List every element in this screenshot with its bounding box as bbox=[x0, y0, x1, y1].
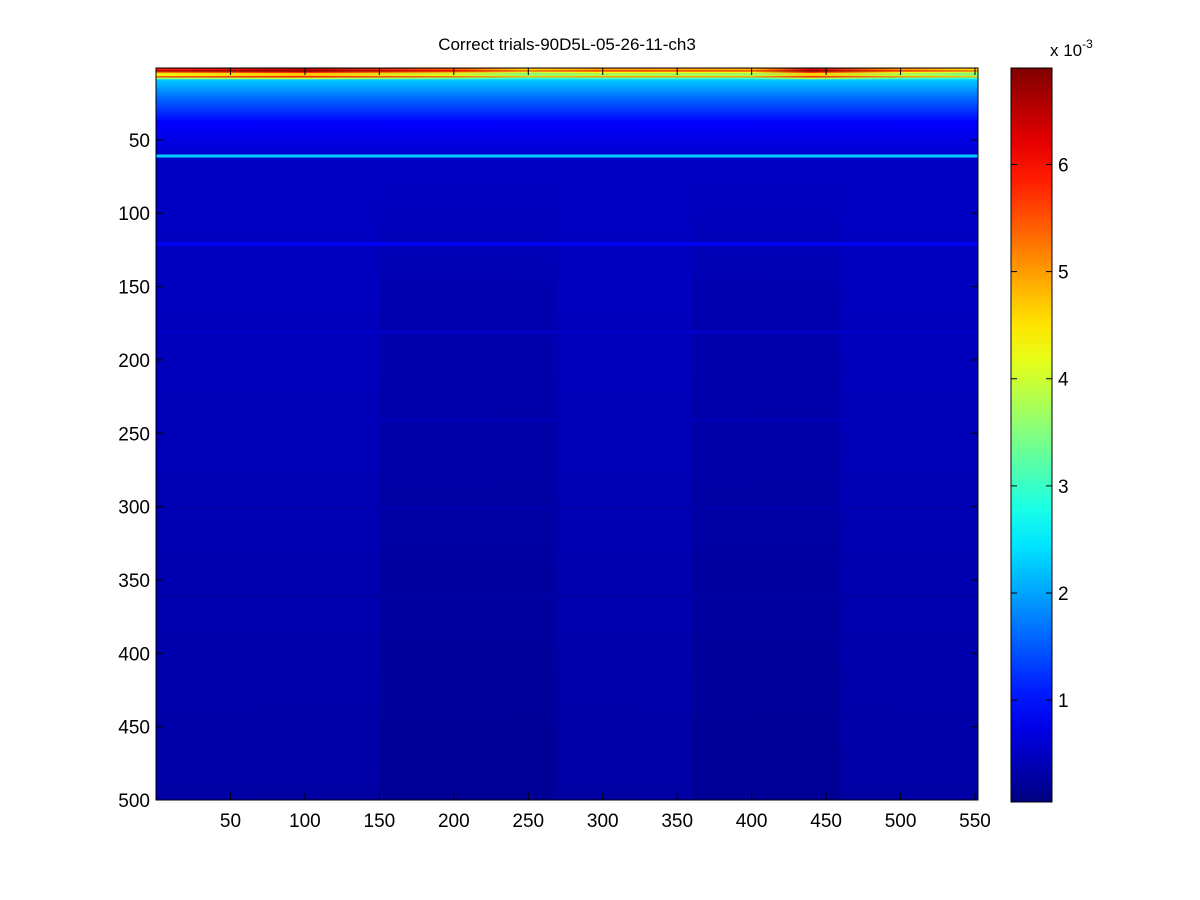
top-band-row-7 bbox=[156, 76, 978, 78]
highlight-row-layer bbox=[156, 154, 978, 598]
y-tick-label: 450 bbox=[118, 718, 150, 739]
x-tick-label: 100 bbox=[289, 811, 321, 832]
chart-title: Correct trials-90D5L-05-26-11-ch3 bbox=[438, 35, 696, 54]
colorbar-scale-base: x 10 bbox=[1050, 41, 1082, 60]
y-tick-label: 150 bbox=[118, 278, 150, 299]
dark-column-layer bbox=[379, 154, 841, 800]
highlight-row-241 bbox=[156, 418, 978, 422]
colorbar-tick-label: 3 bbox=[1058, 477, 1069, 498]
x-tick-label: 500 bbox=[885, 811, 917, 832]
x-tick-label: 550 bbox=[959, 811, 991, 832]
upper-band bbox=[156, 79, 978, 158]
colorbar-tick-label: 5 bbox=[1058, 263, 1069, 284]
highlight-row-121 bbox=[156, 242, 978, 246]
top-band-row-2 bbox=[156, 68, 978, 71]
x-tick-label: 200 bbox=[438, 811, 470, 832]
upper-band-layer bbox=[156, 79, 978, 158]
y-tick-label: 250 bbox=[118, 424, 150, 445]
y-tick-label: 350 bbox=[118, 571, 150, 592]
y-axis: 50 100 150 200 250 300 350 400 450 500 bbox=[118, 131, 978, 812]
colorbar-tick-label: 1 bbox=[1058, 691, 1069, 712]
x-tick-label: 350 bbox=[661, 811, 693, 832]
dark-column-2 bbox=[692, 154, 841, 800]
y-tick-label: 400 bbox=[118, 644, 150, 665]
dark-column-1 bbox=[379, 154, 559, 800]
x-tick-label: 250 bbox=[512, 811, 544, 832]
x-tick-label: 300 bbox=[587, 811, 619, 832]
top-band-row-3 bbox=[156, 70, 978, 72]
x-tick-label: 400 bbox=[736, 811, 768, 832]
top-band-row-8 bbox=[156, 77, 978, 80]
y-tick-label: 300 bbox=[118, 498, 150, 519]
colorbar-tick-label: 6 bbox=[1058, 155, 1069, 176]
top-band-row-4 bbox=[156, 71, 978, 74]
y-tick-label: 50 bbox=[129, 131, 150, 152]
colorbar-tick-label: 4 bbox=[1058, 370, 1069, 391]
x-axis: 50 100 150 200 250 300 350 400 450 500 550 bbox=[220, 68, 991, 832]
x-tick-label: 50 bbox=[220, 811, 241, 832]
top-band-layer bbox=[156, 68, 978, 80]
colorbar-scale-exponent: -3 bbox=[1082, 37, 1093, 51]
heatmap-background bbox=[156, 68, 978, 800]
colorbar-axis: 1 2 3 4 5 6 bbox=[1011, 155, 1069, 712]
x-tick-label: 150 bbox=[364, 811, 396, 832]
highlight-row-61 bbox=[156, 154, 978, 158]
plot-frame bbox=[155, 67, 979, 801]
y-tick-label: 500 bbox=[118, 791, 150, 812]
colorbar-tick-label: 2 bbox=[1058, 584, 1069, 605]
highlight-row-181 bbox=[156, 330, 978, 334]
highlight-row-361 bbox=[156, 594, 978, 598]
y-tick-label: 100 bbox=[118, 204, 150, 225]
top-band-row-5 bbox=[156, 73, 978, 75]
x-tick-label: 450 bbox=[810, 811, 842, 832]
top-band-row-6 bbox=[156, 74, 978, 77]
colorbar bbox=[1010, 67, 1053, 803]
colorbar-scale-label: x 10-3 bbox=[1050, 37, 1093, 60]
highlight-row-301 bbox=[156, 506, 978, 510]
y-tick-label: 200 bbox=[118, 351, 150, 372]
plot-area bbox=[156, 68, 978, 800]
top-band-row-1 bbox=[156, 68, 978, 70]
